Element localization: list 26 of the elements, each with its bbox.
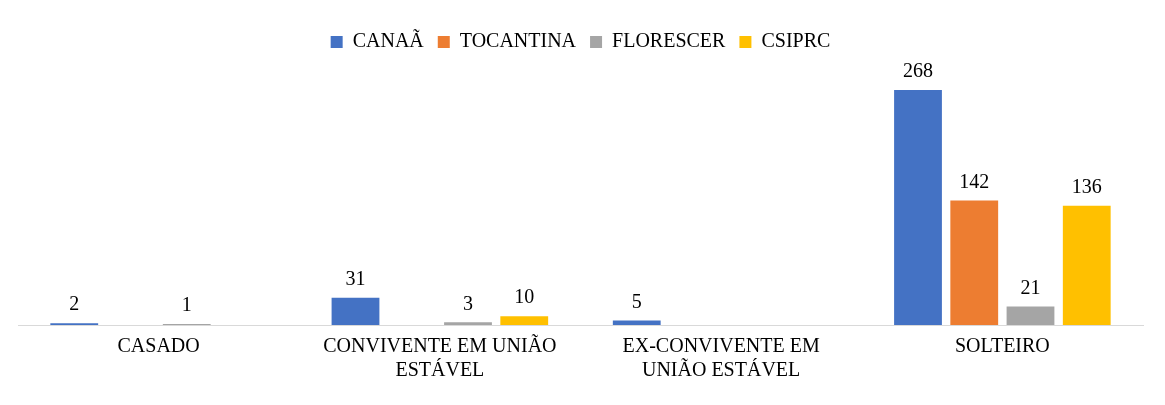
legend-label: FLORESCER xyxy=(612,29,727,52)
x-tick-label: CASADO xyxy=(117,334,200,357)
data-label: 10 xyxy=(514,285,535,308)
bar xyxy=(1062,205,1111,325)
legend-label: CANAÃ xyxy=(352,28,425,52)
bar xyxy=(894,90,942,325)
data-label: 5 xyxy=(631,289,642,312)
data-label: 1 xyxy=(181,293,192,316)
data-label: 142 xyxy=(959,169,990,192)
data-label: 21 xyxy=(1020,275,1041,298)
bar xyxy=(612,320,661,325)
bar xyxy=(444,322,492,325)
bar xyxy=(1006,306,1055,325)
legend-label: TOCANTINA xyxy=(459,29,577,52)
x-tick-label: EX-CONVIVENTE EM UNIÃO ESTÁVEL xyxy=(622,334,820,381)
bar xyxy=(950,200,999,325)
x-tick-label: SOLTEIRO xyxy=(954,334,1050,357)
legend-label: CSIPRC xyxy=(761,29,831,52)
bar xyxy=(331,297,380,325)
data-label: 268 xyxy=(903,59,933,82)
data-label: 2 xyxy=(69,292,80,315)
data-label: 31 xyxy=(345,267,366,290)
data-label: 136 xyxy=(1071,175,1102,198)
data-label: 3 xyxy=(463,291,473,314)
x-tick-label: CONVIVENTE EM UNIÃO ESTÁVEL xyxy=(323,333,557,381)
bar xyxy=(500,316,549,325)
